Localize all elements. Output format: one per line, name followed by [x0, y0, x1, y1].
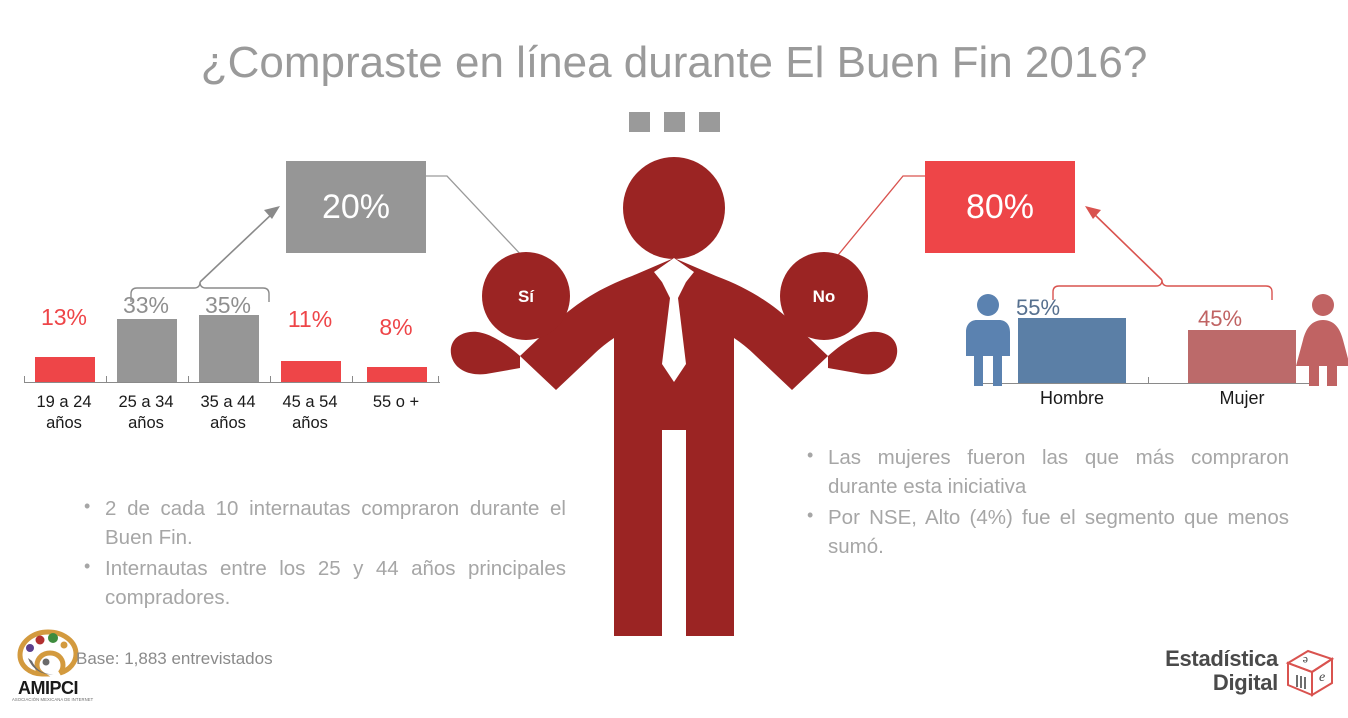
amipci-logo: AMIPCI ASOCIACIÓN MEXICANA DE INTERNET: [12, 628, 93, 708]
age-category-label: 45 a 54 años: [282, 393, 338, 432]
age-bar-wrap: [199, 196, 259, 382]
age-bar-wrap: [117, 196, 177, 382]
age-bar: [367, 366, 427, 382]
page-title: ¿Compraste en línea durante El Buen Fin …: [200, 38, 1148, 87]
estadistica-digital-logo: Estadística Digital e e: [1140, 645, 1340, 707]
age-chart-column: 8% 55 o +: [356, 196, 436, 411]
no-percent-box: 80%: [925, 161, 1075, 253]
svg-text:e: e: [1303, 654, 1308, 668]
si-circle-label: Sí: [517, 287, 535, 306]
title-dot: [698, 112, 720, 132]
title-dot: [663, 112, 685, 132]
right-bullet-list: Las mujeres fueron las que más compraron…: [803, 443, 1289, 563]
gender-axis-tick: [978, 377, 979, 384]
age-axis-tick: [352, 376, 353, 383]
age-chart-column: 33% 25 a 34 años: [106, 196, 186, 432]
age-axis-tick: [106, 376, 107, 383]
age-category-label: 25 a 34 años: [118, 393, 174, 432]
estadistica-digital-wordmark: Estadística Digital: [1165, 646, 1278, 695]
list-item: Las mujeres fueron las que más compraron…: [803, 443, 1289, 501]
age-bar-value: 13%: [40, 304, 88, 330]
amipci-mark: [17, 629, 79, 677]
age-bar-wrap: [367, 196, 427, 382]
age-axis-tick: [438, 376, 439, 383]
figure-body: [520, 258, 828, 636]
list-item: Internautas entre los 25 y 44 años princ…: [80, 554, 566, 612]
age-bar-value: 35%: [204, 292, 252, 318]
age-bar: [199, 314, 259, 382]
age-category-label: 19 a 24 años: [36, 393, 92, 432]
figure-right-hand: [828, 331, 898, 375]
figure-collar: [654, 258, 694, 282]
age-bar: [281, 360, 341, 382]
gender-bar-hombre: [1018, 318, 1126, 383]
si-connector-line: [426, 175, 525, 259]
no-connector-line: [833, 175, 925, 261]
gender-arrow-head: [1085, 206, 1101, 219]
gender-category-label: Mujer: [1219, 388, 1265, 408]
left-bullet-list: 2 de cada 10 internautas compraron duran…: [80, 494, 566, 614]
gender-axis-tick: [1318, 377, 1319, 384]
age-bar-value: 8%: [379, 314, 413, 340]
gender-bar-value: 45%: [1198, 306, 1243, 331]
svg-text:e: e: [1319, 670, 1325, 685]
age-axis-tick: [188, 376, 189, 383]
base-sample-text: Base: 1,883 entrevistados: [76, 649, 273, 668]
age-bar-chart: 13% 19 a 24 años 33% 25 a 34 años 35%: [18, 196, 440, 446]
figure-head: [623, 157, 725, 259]
age-bar: [117, 318, 177, 382]
no-circle-label: No: [812, 287, 836, 306]
age-axis-tick: [270, 376, 271, 383]
age-chart-axis: [24, 382, 440, 383]
no-percent-value: 80%: [965, 187, 1035, 226]
gender-bar-chart: 55% 45% Hombre Mujer: [960, 286, 1336, 416]
age-axis-tick: [24, 376, 25, 383]
age-category-label: 55 o +: [372, 393, 420, 411]
list-item: 2 de cada 10 internautas compraron duran…: [80, 494, 566, 552]
age-bar-wrap: [281, 196, 341, 382]
gender-arrow-line: [1091, 211, 1163, 281]
title-dots-decoration: [0, 112, 1348, 132]
figure-left-hand: [450, 331, 520, 375]
title-dot: [628, 112, 650, 132]
gender-category-label: Hombre: [1039, 388, 1105, 408]
amipci-wordmark: AMIPCI: [18, 678, 79, 698]
age-bar-value: 11%: [287, 306, 333, 332]
figure-tie: [660, 262, 688, 382]
age-bar-value: 33%: [122, 292, 170, 318]
si-percent-value: 20%: [321, 187, 391, 226]
list-item: Por NSE, Alto (4%) fue el segmento que m…: [803, 503, 1289, 561]
age-chart-column: 11% 45 a 54 años: [270, 196, 350, 432]
age-chart-column: 13% 19 a 24 años: [24, 196, 104, 432]
age-chart-column: 35% 35 a 44 años: [188, 196, 268, 432]
amipci-subtitle: ASOCIACIÓN MEXICANA DE INTERNET: [12, 697, 94, 702]
age-bar-wrap: [35, 196, 95, 382]
age-bar: [35, 357, 95, 382]
gender-bar-mujer: [1188, 329, 1296, 383]
si-percent-box: 20%: [286, 161, 426, 253]
gender-bar-value: 55%: [1016, 295, 1061, 320]
age-category-label: 35 a 44 años: [200, 393, 256, 432]
gender-axis-tick: [1148, 377, 1149, 384]
estadistica-cube-icon: e e: [1285, 649, 1335, 697]
